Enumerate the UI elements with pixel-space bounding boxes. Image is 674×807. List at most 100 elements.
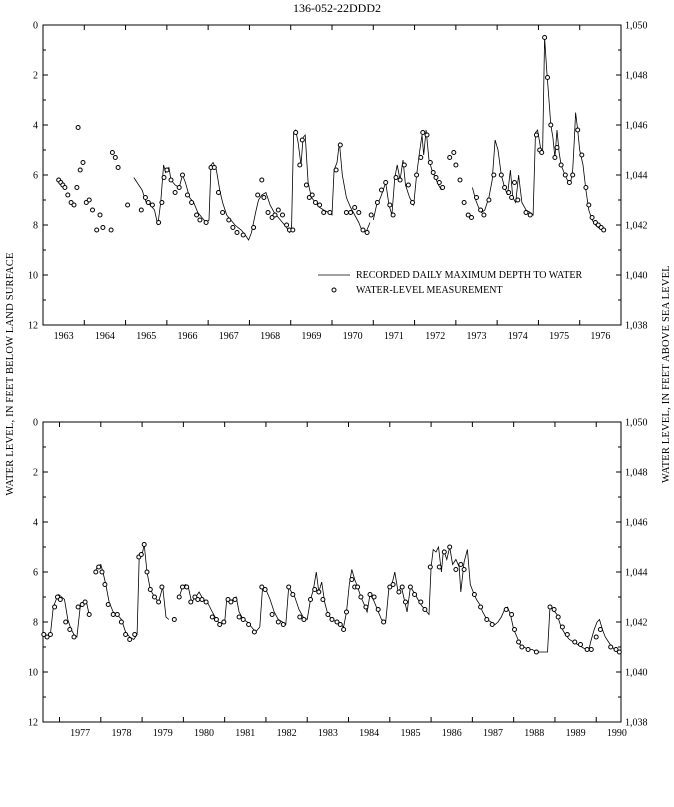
x-tick-label: 1966 <box>178 331 198 342</box>
x-tick-label: 1979 <box>153 728 173 739</box>
water-level-measurement-point <box>548 122 554 128</box>
water-level-measurement-point <box>578 642 583 647</box>
water-level-measurement-point <box>209 614 215 620</box>
water-level-measurement-point <box>275 207 281 213</box>
water-level-measurement-point <box>228 599 234 605</box>
daily-maximum-depth-line <box>94 544 170 641</box>
water-level-measurement-point <box>547 604 553 610</box>
x-tick-label: 1989 <box>566 728 586 739</box>
water-level-measurement-point <box>216 190 221 195</box>
water-level-measurement-point <box>272 212 278 218</box>
water-level-measurement-point <box>519 644 525 650</box>
water-level-measurement-point <box>515 197 521 203</box>
chart-title: 136-052-22DDD2 <box>293 1 381 15</box>
water-level-measurement-point <box>584 647 590 652</box>
water-level-measurement-point <box>516 639 522 645</box>
water-level-measurement-point <box>608 644 614 650</box>
daily-maximum-depth-line <box>472 37 603 231</box>
water-level-measurement-point <box>74 185 80 190</box>
water-level-measurement-point <box>597 627 603 632</box>
water-level-measurement-point <box>44 634 50 640</box>
water-level-measurement-point <box>506 190 512 195</box>
y-tick-label-left: 0 <box>33 418 38 429</box>
y-tick-label-left: 4 <box>33 121 38 132</box>
water-level-measurement-point <box>236 614 242 620</box>
water-level-measurement-point <box>545 75 550 80</box>
water-level-measurement-point <box>97 212 103 218</box>
water-level-measurement-point <box>337 622 343 627</box>
y-tick-label-right: 1,044 <box>625 171 648 182</box>
water-level-measurement-point <box>105 602 111 607</box>
water-level-measurement-point <box>142 195 148 200</box>
water-level-measurement-point <box>211 165 217 170</box>
x-tick-label: 1969 <box>301 331 321 342</box>
water-level-measurement-point <box>427 160 433 165</box>
water-level-measurement-point <box>613 647 619 652</box>
water-level-measurement-point <box>309 192 315 198</box>
water-level-measurement-point <box>320 597 326 602</box>
water-level-measurement-point <box>414 172 420 178</box>
x-tick-label: 1978 <box>111 728 131 739</box>
legend-point-swatch <box>331 287 337 293</box>
water-level-measurement-point <box>551 607 557 612</box>
y-tick-label-left: 12 <box>28 321 38 332</box>
water-level-measurement-point <box>293 130 299 135</box>
water-level-measurement-point <box>194 212 200 218</box>
x-tick-label: 1988 <box>524 728 544 739</box>
water-level-measurement-point <box>110 612 116 617</box>
water-level-measurement-point <box>284 222 290 228</box>
water-level-measurement-point <box>343 210 349 215</box>
water-level-measurement-point <box>96 564 102 570</box>
x-tick-label: 1974 <box>508 331 528 342</box>
x-tick-label: 1982 <box>277 728 297 739</box>
x-tick-label: 1968 <box>260 331 280 342</box>
water-level-measurement-point <box>112 155 118 160</box>
water-level-measurement-point <box>188 599 194 605</box>
water-level-measurement-point <box>420 130 426 135</box>
legend-point-label: WATER-LEVEL MEASUREMENT <box>356 285 503 296</box>
water-level-measurement-point <box>390 212 396 218</box>
water-level-measurement-point <box>533 132 539 138</box>
y-tick-label-right: 1,046 <box>625 121 648 132</box>
water-level-measurement-point <box>62 185 68 190</box>
water-level-measurement-point <box>566 180 572 185</box>
water-level-measurement-point <box>334 619 340 625</box>
water-level-measurement-point <box>180 584 185 590</box>
water-level-measurement-point <box>562 172 568 178</box>
water-level-measurement-point <box>329 617 335 622</box>
water-level-measurement-point <box>203 599 209 605</box>
water-level-measurement-point <box>407 584 413 590</box>
water-level-measurement-point <box>427 564 433 570</box>
water-level-measurement-point <box>570 172 576 178</box>
y-tick-label-left: 12 <box>28 718 38 729</box>
water-level-measurement-point <box>114 612 120 617</box>
water-level-measurement-point <box>195 597 201 602</box>
water-level-measurement-point <box>481 212 487 218</box>
x-tick-label: 1973 <box>467 331 487 342</box>
water-level-measurement-point <box>327 210 333 215</box>
water-level-measurement-point <box>509 195 515 200</box>
water-level-measurement-point <box>297 162 303 168</box>
water-level-measurement-point <box>259 177 265 183</box>
water-level-measurement-point <box>172 190 178 195</box>
legend: RECORDED DAILY MAXIMUM DEPTH TO WATER WA… <box>318 270 582 296</box>
water-level-measurement-point <box>333 167 339 173</box>
water-level-measurement-point <box>197 217 203 223</box>
water-level-measurement-point <box>399 584 405 590</box>
water-level-measurement-point <box>299 137 305 143</box>
water-level-measurement-point <box>525 647 531 652</box>
water-level-measurement-point <box>118 619 124 625</box>
water-level-measurement-point <box>589 215 595 220</box>
water-level-measurement-point <box>325 612 331 617</box>
water-level-measurement-point <box>564 632 570 637</box>
water-level-measurement-point <box>575 127 581 133</box>
x-tick-label: 1964 <box>95 331 115 342</box>
water-level-measurement-point <box>159 584 165 590</box>
water-level-measurement-point <box>533 649 539 655</box>
water-level-measurement-point <box>453 567 459 572</box>
water-level-measurement-point <box>457 177 463 183</box>
water-level-measurement-point <box>144 569 150 575</box>
x-tick-label: 1987 <box>483 728 503 739</box>
y-tick-label-right: 1,048 <box>625 468 648 479</box>
water-level-measurement-point <box>100 225 106 230</box>
